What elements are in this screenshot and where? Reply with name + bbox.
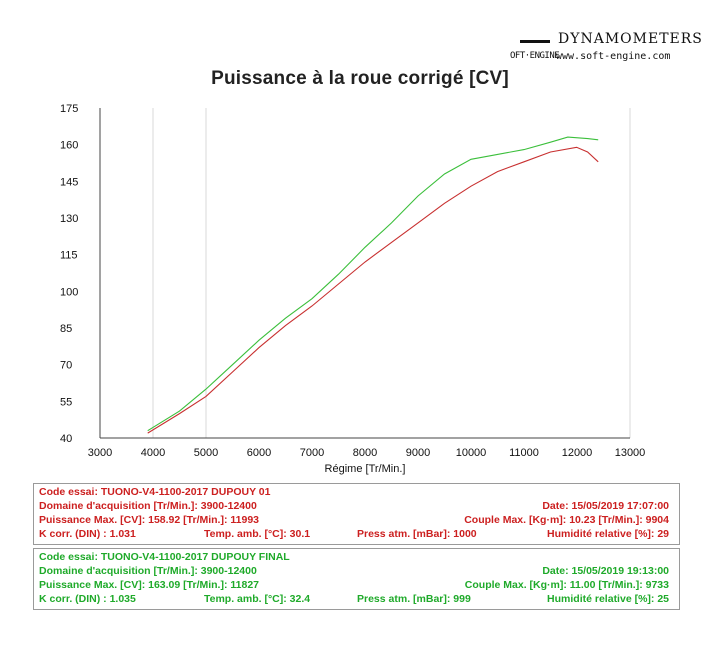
series-layer [147,136,599,434]
run1-date: Date: 15/05/2019 17:07:00 [542,500,669,512]
run2-press: Press atm. [mBar]: 999 [357,593,471,605]
y-tick-label-160: 160 [60,140,78,152]
run2-code: Code essai: TUONO-V4-1100-2017 DUPOUY FI… [39,551,290,563]
power-chart: 40 55 70 85 100 115 130 145 160 175 3000 4000 5000 60… [60,103,645,475]
run2-domaine: Domaine d'acquisition [Tr/Min.]: 3900-12… [39,565,257,577]
chart-title: Puissance à la roue corrigé [CV] [211,68,509,89]
x-tick-label-7000: 7000 [300,447,324,459]
x-tick-label-9000: 9000 [406,447,430,459]
y-tick-label-85: 85 [60,323,72,335]
y-tick-label-100: 100 [60,286,78,298]
run2-temp: Temp. amb. [°C]: 32.4 [204,593,311,605]
brand-url: www.soft-engine.com [556,51,671,62]
run1-couple: Couple Max. [Kg·m]: 10.23 [Tr/Min.]: 990… [464,514,669,526]
run1-puissance: Puissance Max. [CV]: 158.92 [Tr/Min.]: 1… [39,514,260,526]
grid [152,108,631,438]
run2-date: Date: 15/05/2019 19:13:00 [542,565,669,577]
x-tick-label-13000: 13000 [615,447,646,459]
run1-domaine: Domaine d'acquisition [Tr/Min.]: 3900-12… [39,500,257,512]
brand-bar [520,40,550,43]
x-tick-label-10000: 10000 [456,447,487,459]
series-line-1 [147,146,599,434]
brand-name: DYNAMOMETERS [558,31,703,47]
x-tick-label-4000: 4000 [141,447,165,459]
x-axis-label: Régime [Tr/Min.] [325,463,406,475]
run2-couple: Couple Max. [Kg·m]: 11.00 [Tr/Min.]: 973… [464,579,669,591]
y-tick-label-70: 70 [60,360,72,372]
run2-humidite: Humidité relative [%]: 25 [547,593,669,605]
brand-header: DYNAMOMETERS OFT·ENGINE www.soft-engine.… [500,30,703,66]
axes: 40 55 70 85 100 115 130 145 160 175 3000 4000 5000 60… [60,103,645,459]
x-tick-label-12000: 12000 [562,447,593,459]
y-tick-label-145: 145 [60,176,78,188]
series-line-2 [147,136,599,432]
y-tick-label-115: 115 [60,250,78,262]
y-tick-label-130: 130 [60,213,78,225]
run1-kcorr: K corr. (DIN) : 1.031 [39,528,136,540]
x-tick-label-5000: 5000 [194,447,218,459]
x-tick-label-6000: 6000 [247,447,271,459]
run1-humidite: Humidité relative [%]: 29 [547,528,669,540]
run-info-box-2: Code essai: TUONO-V4-1100-2017 DUPOUY FI… [33,548,680,610]
y-tick-label-55: 55 [60,396,72,408]
y-tick-label-40: 40 [60,433,72,445]
run1-press: Press atm. [mBar]: 1000 [357,528,477,540]
run2-puissance: Puissance Max. [CV]: 163.09 [Tr/Min.]: 1… [39,579,260,591]
run2-kcorr: K corr. (DIN) : 1.035 [39,593,136,605]
y-tick-label-175: 175 [60,103,78,115]
x-tick-label-11000: 11000 [509,447,539,459]
run1-code: Code essai: TUONO-V4-1100-2017 DUPOUY 01 [39,486,271,498]
brand-logo: OFT·ENGINE [510,51,560,61]
x-tick-label-3000: 3000 [88,447,112,459]
run-info-box-1: Code essai: TUONO-V4-1100-2017 DUPOUY 01… [33,483,680,545]
x-tick-label-8000: 8000 [353,447,377,459]
run1-temp: Temp. amb. [°C]: 30.1 [204,528,311,540]
